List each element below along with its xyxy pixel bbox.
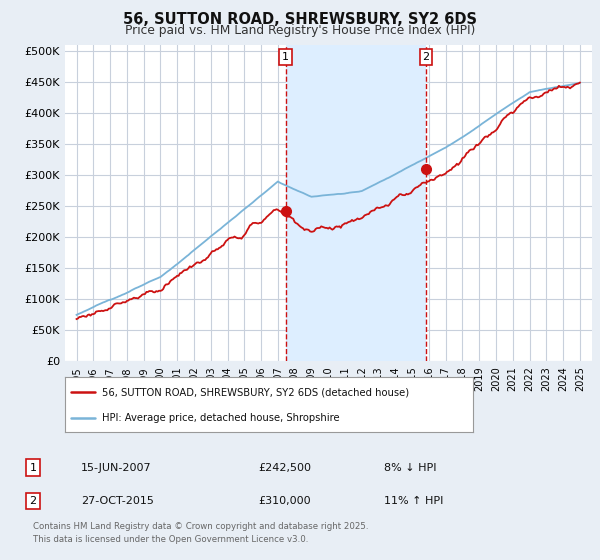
Bar — [286, 45, 426, 361]
Text: 2: 2 — [29, 496, 37, 506]
Text: 15-JUN-2007: 15-JUN-2007 — [81, 463, 152, 473]
Text: £310,000: £310,000 — [258, 496, 311, 506]
Text: Contains HM Land Registry data © Crown copyright and database right 2025.
This d: Contains HM Land Registry data © Crown c… — [33, 522, 368, 544]
Text: 56, SUTTON ROAD, SHREWSBURY, SY2 6DS: 56, SUTTON ROAD, SHREWSBURY, SY2 6DS — [123, 12, 477, 27]
Text: 56, SUTTON ROAD, SHREWSBURY, SY2 6DS (detached house): 56, SUTTON ROAD, SHREWSBURY, SY2 6DS (de… — [101, 388, 409, 397]
Text: 1: 1 — [29, 463, 37, 473]
Text: 8% ↓ HPI: 8% ↓ HPI — [384, 463, 437, 473]
Text: 1: 1 — [282, 52, 289, 62]
Text: £242,500: £242,500 — [258, 463, 311, 473]
Text: HPI: Average price, detached house, Shropshire: HPI: Average price, detached house, Shro… — [101, 413, 339, 422]
Text: 27-OCT-2015: 27-OCT-2015 — [81, 496, 154, 506]
Text: 2: 2 — [422, 52, 430, 62]
Text: 11% ↑ HPI: 11% ↑ HPI — [384, 496, 443, 506]
Text: Price paid vs. HM Land Registry's House Price Index (HPI): Price paid vs. HM Land Registry's House … — [125, 24, 475, 37]
